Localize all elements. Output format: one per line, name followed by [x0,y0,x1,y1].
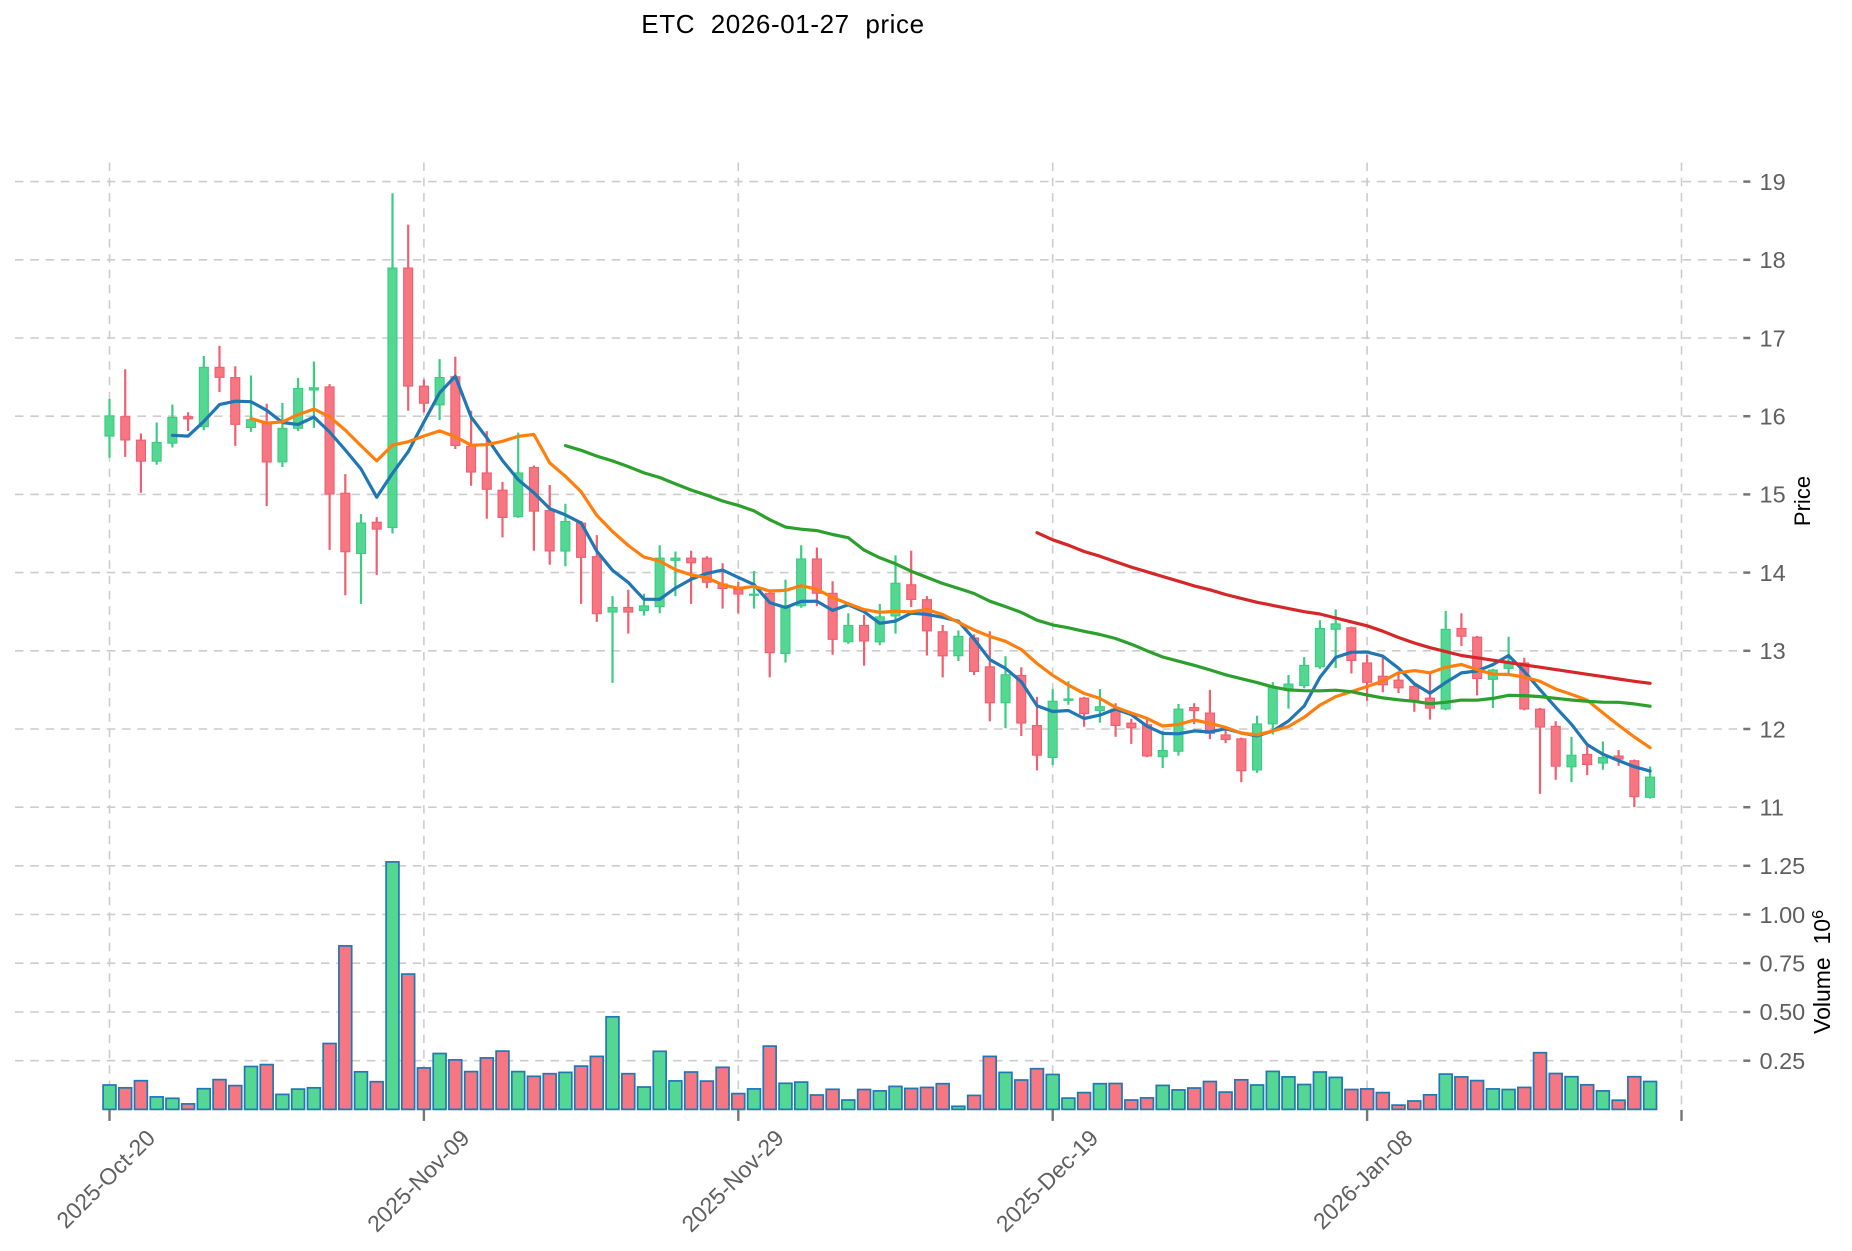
svg-text:19: 19 [1760,169,1786,195]
svg-text:Volume 106: Volume 106 [1809,910,1835,1034]
svg-text:1.25: 1.25 [1760,853,1806,879]
svg-text:Price: Price [1790,476,1815,526]
svg-text:0.50: 0.50 [1760,999,1806,1025]
svg-text:ETC 2026-01-27 price: ETC 2026-01-27 price [641,9,924,39]
svg-text:18: 18 [1760,247,1786,273]
svg-text:17: 17 [1760,325,1786,351]
svg-text:14: 14 [1760,560,1786,586]
svg-text:15: 15 [1760,482,1786,508]
svg-text:13: 13 [1760,638,1786,664]
svg-text:0.75: 0.75 [1760,951,1806,977]
svg-text:11: 11 [1760,795,1784,821]
svg-text:12: 12 [1760,716,1786,742]
svg-text:16: 16 [1760,404,1786,430]
svg-text:1.00: 1.00 [1760,902,1806,928]
svg-text:0.25: 0.25 [1760,1048,1806,1074]
